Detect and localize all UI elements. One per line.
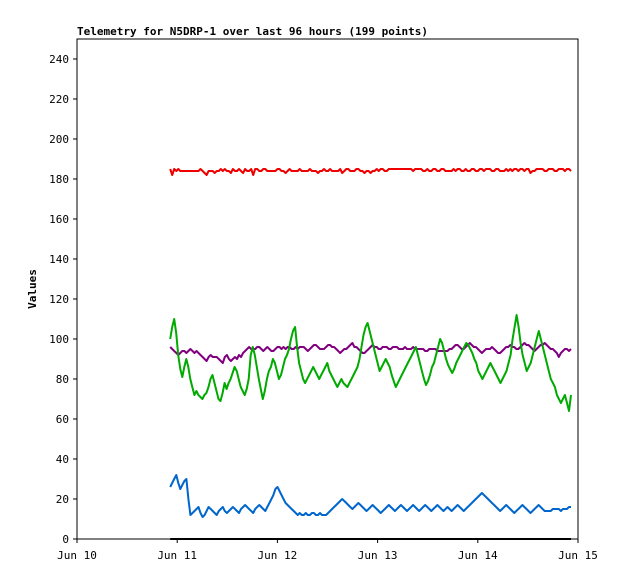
y-tick-label: 80: [56, 373, 69, 386]
y-tick-label: 0: [62, 533, 69, 546]
series-line-2: [169, 314, 572, 412]
y-tick-label: 180: [49, 173, 69, 186]
y-axis: 0 20 40 60 80 100 120 140 160 180 200 220 240: [49, 53, 77, 546]
series-line-1: [169, 342, 572, 364]
y-tick-label: 160: [49, 213, 69, 226]
x-axis: Jun 10 Jun 11 Jun 12 Jun 13 Jun 14 Jun 15: [57, 539, 598, 562]
y-tick-label: 20: [56, 493, 69, 506]
y-tick-label: 220: [49, 93, 69, 106]
y-tick-label: 40: [56, 453, 69, 466]
x-tick-label: Jun 13: [358, 549, 398, 562]
plot-frame: [76, 38, 579, 540]
series-line-3: [169, 474, 571, 518]
y-tick-label: 100: [49, 333, 69, 346]
x-tick-label: Jun 10: [57, 549, 97, 562]
x-tick-label: Jun 14: [458, 549, 498, 562]
series-layer: [169, 168, 572, 540]
y-axis-label: Values: [26, 269, 39, 309]
series-line-0: [169, 168, 572, 176]
y-tick-label: 60: [56, 413, 69, 426]
x-tick-label: Jun 15: [558, 549, 598, 562]
y-tick-label: 240: [49, 53, 69, 66]
x-tick-label: Jun 12: [258, 549, 298, 562]
x-tick-label: Jun 11: [157, 549, 197, 562]
y-tick-label: 140: [49, 253, 69, 266]
y-tick-label: 200: [49, 133, 69, 146]
chart-title: Telemetry for N5DRP-1 over last 96 hours…: [77, 25, 428, 38]
y-tick-label: 120: [49, 293, 69, 306]
